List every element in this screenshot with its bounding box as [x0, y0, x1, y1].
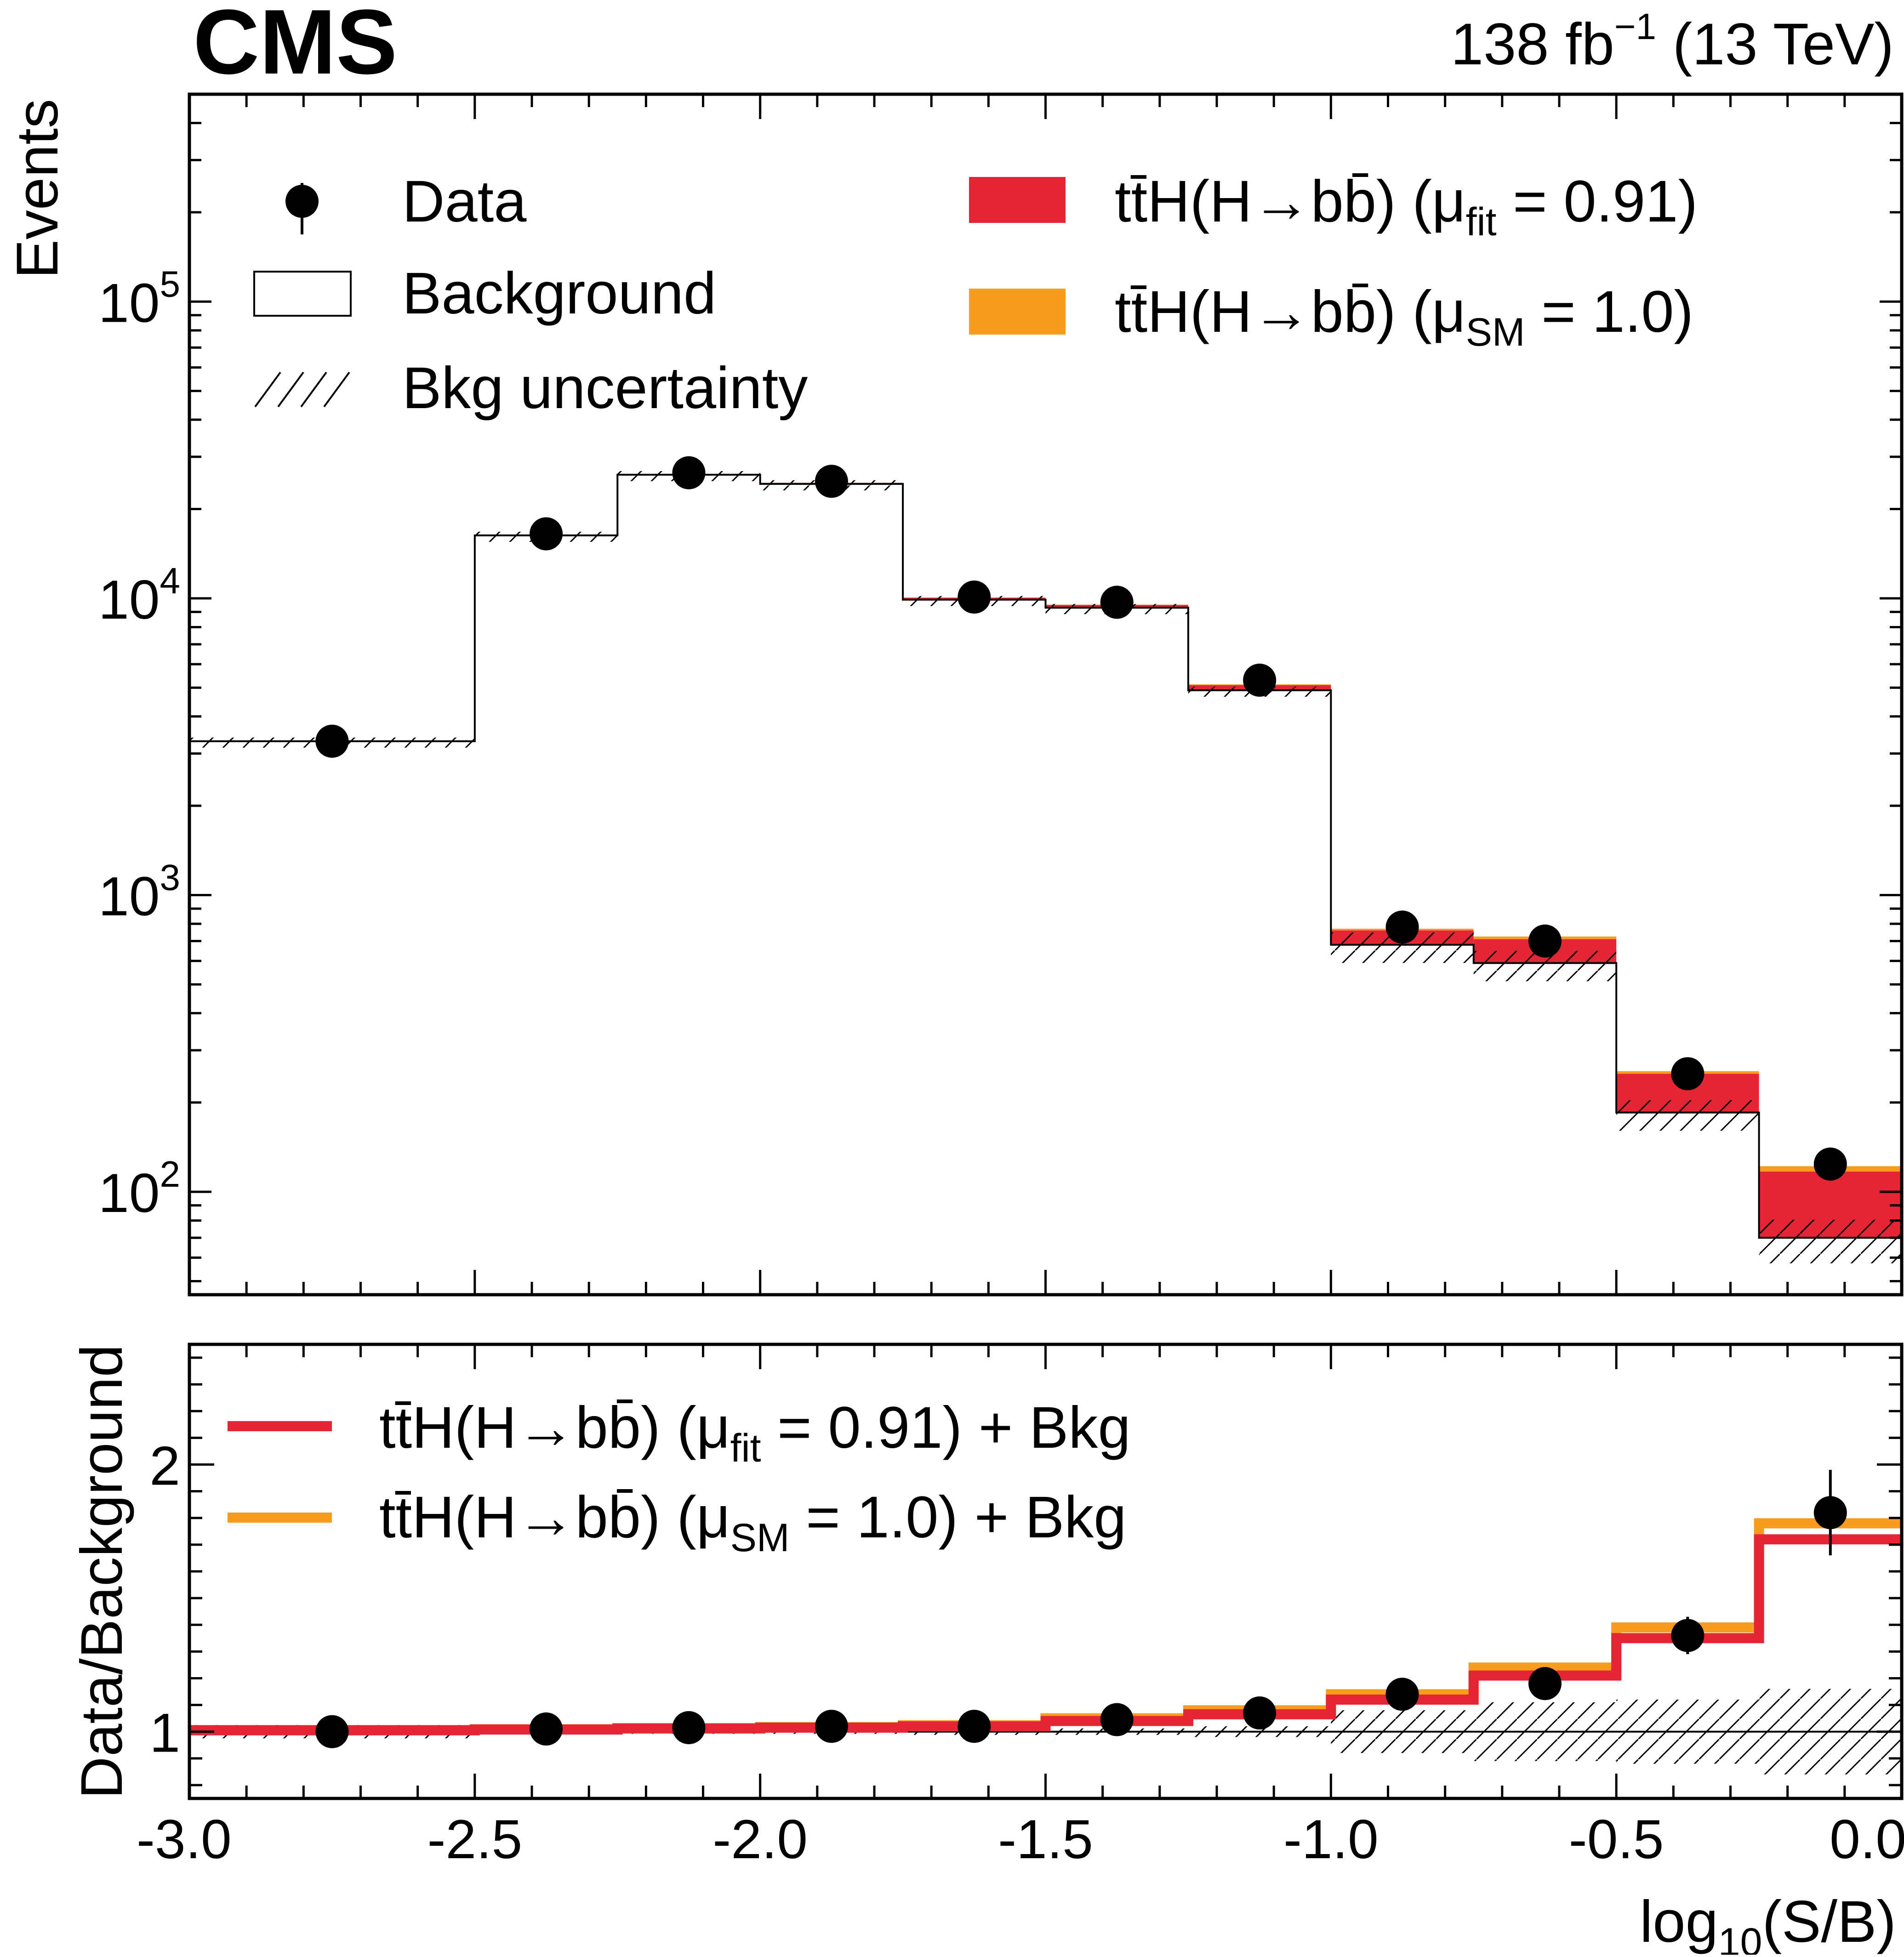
data-point-8 — [1528, 925, 1562, 958]
tick-exponent: 5 — [160, 263, 181, 304]
legend-background-swatch — [254, 272, 351, 316]
data-point-9 — [1671, 1057, 1704, 1090]
tick-base: 10 — [98, 569, 160, 631]
tick-exponent: 4 — [160, 560, 181, 601]
upper-plot-area — [189, 456, 1902, 1295]
lower-legend: tt̄H(H→bb̄) (μfit = 0.91) + Bkgtt̄H(H→bb… — [228, 1395, 1131, 1560]
legend-tth-fit-label-sub: fit — [1466, 200, 1497, 244]
ratio-point-3 — [815, 1710, 848, 1743]
lower-legend-fit-label-prefix: tt̄H(H→bb̄) (μ — [379, 1395, 730, 1461]
ratio-point-8 — [1528, 1667, 1562, 1700]
hatch-stroke — [301, 372, 326, 407]
data-point-3 — [815, 465, 848, 498]
lumi-exponent: −1 — [1614, 6, 1656, 47]
legend-data-marker — [285, 185, 319, 218]
legend-bkg-unc-swatch — [255, 372, 349, 407]
data-point-5 — [1100, 586, 1134, 619]
xtick-label-6: 0.0 — [1830, 1809, 1904, 1870]
legend-tth-fit-label-prefix: tt̄H(H→bb̄) (μ — [1115, 169, 1466, 234]
bkg-unc-band-9 — [1616, 1100, 1759, 1131]
legend-bkg-unc-label: Bkg uncertainty — [402, 355, 808, 421]
data-point-0 — [315, 725, 348, 758]
ratio-point-9 — [1671, 1619, 1704, 1652]
hatch-stroke — [255, 372, 280, 407]
data-point-1 — [530, 517, 563, 550]
legend-tth-sm-label-sub: SM — [1466, 310, 1525, 354]
tick-exponent: 3 — [160, 857, 181, 898]
ratio-sm-line — [189, 1523, 1902, 1730]
upper-ytick-label-2: 104 — [98, 560, 180, 631]
xtick-label-3: -1.5 — [998, 1809, 1093, 1870]
lumi-label: 138 fb−1 (13 TeV) — [1451, 6, 1894, 77]
legend-data-label: Data — [402, 169, 527, 234]
bkg-unc-band-10 — [1759, 1220, 1902, 1263]
legend-tth-sm-label: tt̄H(H→bb̄) (μSM = 1.0) — [1115, 279, 1693, 354]
tick-exponent: 2 — [160, 1154, 181, 1195]
energy-label: (13 TeV) — [1673, 11, 1894, 77]
xtick-label-4: -1.0 — [1283, 1809, 1379, 1870]
lower-legend-sm-label-sub: SM — [730, 1516, 790, 1560]
data-point-2 — [672, 456, 705, 489]
xlabel: log10(S/B) — [1640, 1889, 1896, 1955]
legend-tth-sm-label-prefix: tt̄H(H→bb̄) (μ — [1115, 279, 1466, 345]
lower-legend-sm-label-prefix: tt̄H(H→bb̄) (μ — [379, 1485, 730, 1550]
legend-tth-fit-label: tt̄H(H→bb̄) (μfit = 0.91) — [1115, 169, 1698, 244]
tick-base: 10 — [98, 272, 160, 334]
lower-legend-sm-label-suffix: = 1.0) + Bkg — [790, 1485, 1127, 1550]
cms-label: CMS — [193, 0, 397, 93]
lower-panel: 1 2 -3.0 -2.5 -2.0 -1.5 -1.0 -0.5 0.0 tt̄H(H→bb̄)… — [137, 1344, 1904, 1870]
upper-ytick-label-1: 103 — [98, 857, 180, 927]
xlabel-sub: 10 — [1718, 1920, 1762, 1955]
lower-legend-fit-label-sub: fit — [730, 1426, 761, 1470]
legend-background-label: Background — [402, 261, 716, 326]
ratio-point-4 — [958, 1710, 991, 1743]
tick-base: 10 — [98, 1162, 160, 1224]
lower-ylabel: Data/Background — [69, 1344, 135, 1799]
lower-legend-sm-label: tt̄H(H→bb̄) (μSM = 1.0) + Bkg — [379, 1485, 1126, 1560]
tick-base: 10 — [98, 865, 160, 927]
upper-ylabel: Events — [5, 99, 70, 279]
ratio-point-6 — [1243, 1696, 1276, 1729]
xtick-label-2: -2.0 — [713, 1809, 808, 1870]
lower-ytick-label-1: 2 — [149, 1435, 180, 1497]
lumi-space — [1656, 11, 1673, 77]
ratio-point-2 — [672, 1711, 705, 1744]
upper-ytick-label-3: 105 — [98, 263, 180, 334]
ratio-point-10 — [1814, 1496, 1847, 1529]
xlabel-arg: (S/B) — [1762, 1889, 1896, 1955]
upper-legend: Data Background Bkg uncertainty tt̄H(H→bb̄)… — [254, 169, 1698, 421]
ratio-point-0 — [315, 1715, 348, 1748]
xlabel-base: log — [1640, 1889, 1718, 1955]
ratio-point-1 — [530, 1712, 563, 1746]
data-point-4 — [958, 580, 991, 614]
legend-tth-sm-swatch — [969, 289, 1066, 335]
hatch-stroke — [278, 372, 303, 407]
lower-legend-fit-label-suffix: = 0.91) + Bkg — [761, 1395, 1130, 1461]
xtick-label-5: -0.5 — [1569, 1809, 1664, 1870]
hatch-stroke — [324, 372, 349, 407]
xtick-label-1: -2.5 — [427, 1809, 522, 1870]
data-point-7 — [1386, 910, 1419, 944]
legend-tth-sm-label-suffix: = 1.0) — [1525, 279, 1693, 345]
legend-tth-fit-swatch — [969, 177, 1066, 223]
data-point-6 — [1243, 664, 1276, 697]
ratio-point-5 — [1100, 1703, 1134, 1736]
upper-ytick-label-0: 102 — [98, 1154, 180, 1224]
legend-tth-fit-label-suffix: = 0.91) — [1496, 169, 1698, 234]
ratio-point-7 — [1386, 1678, 1419, 1711]
lower-legend-fit-label: tt̄H(H→bb̄) (μfit = 0.91) + Bkg — [379, 1395, 1131, 1470]
lumi-value: 138 fb — [1451, 11, 1614, 77]
data-point-10 — [1814, 1148, 1847, 1181]
xtick-label-0: -3.0 — [137, 1809, 232, 1870]
lower-ytick-label-0: 1 — [149, 1702, 180, 1764]
